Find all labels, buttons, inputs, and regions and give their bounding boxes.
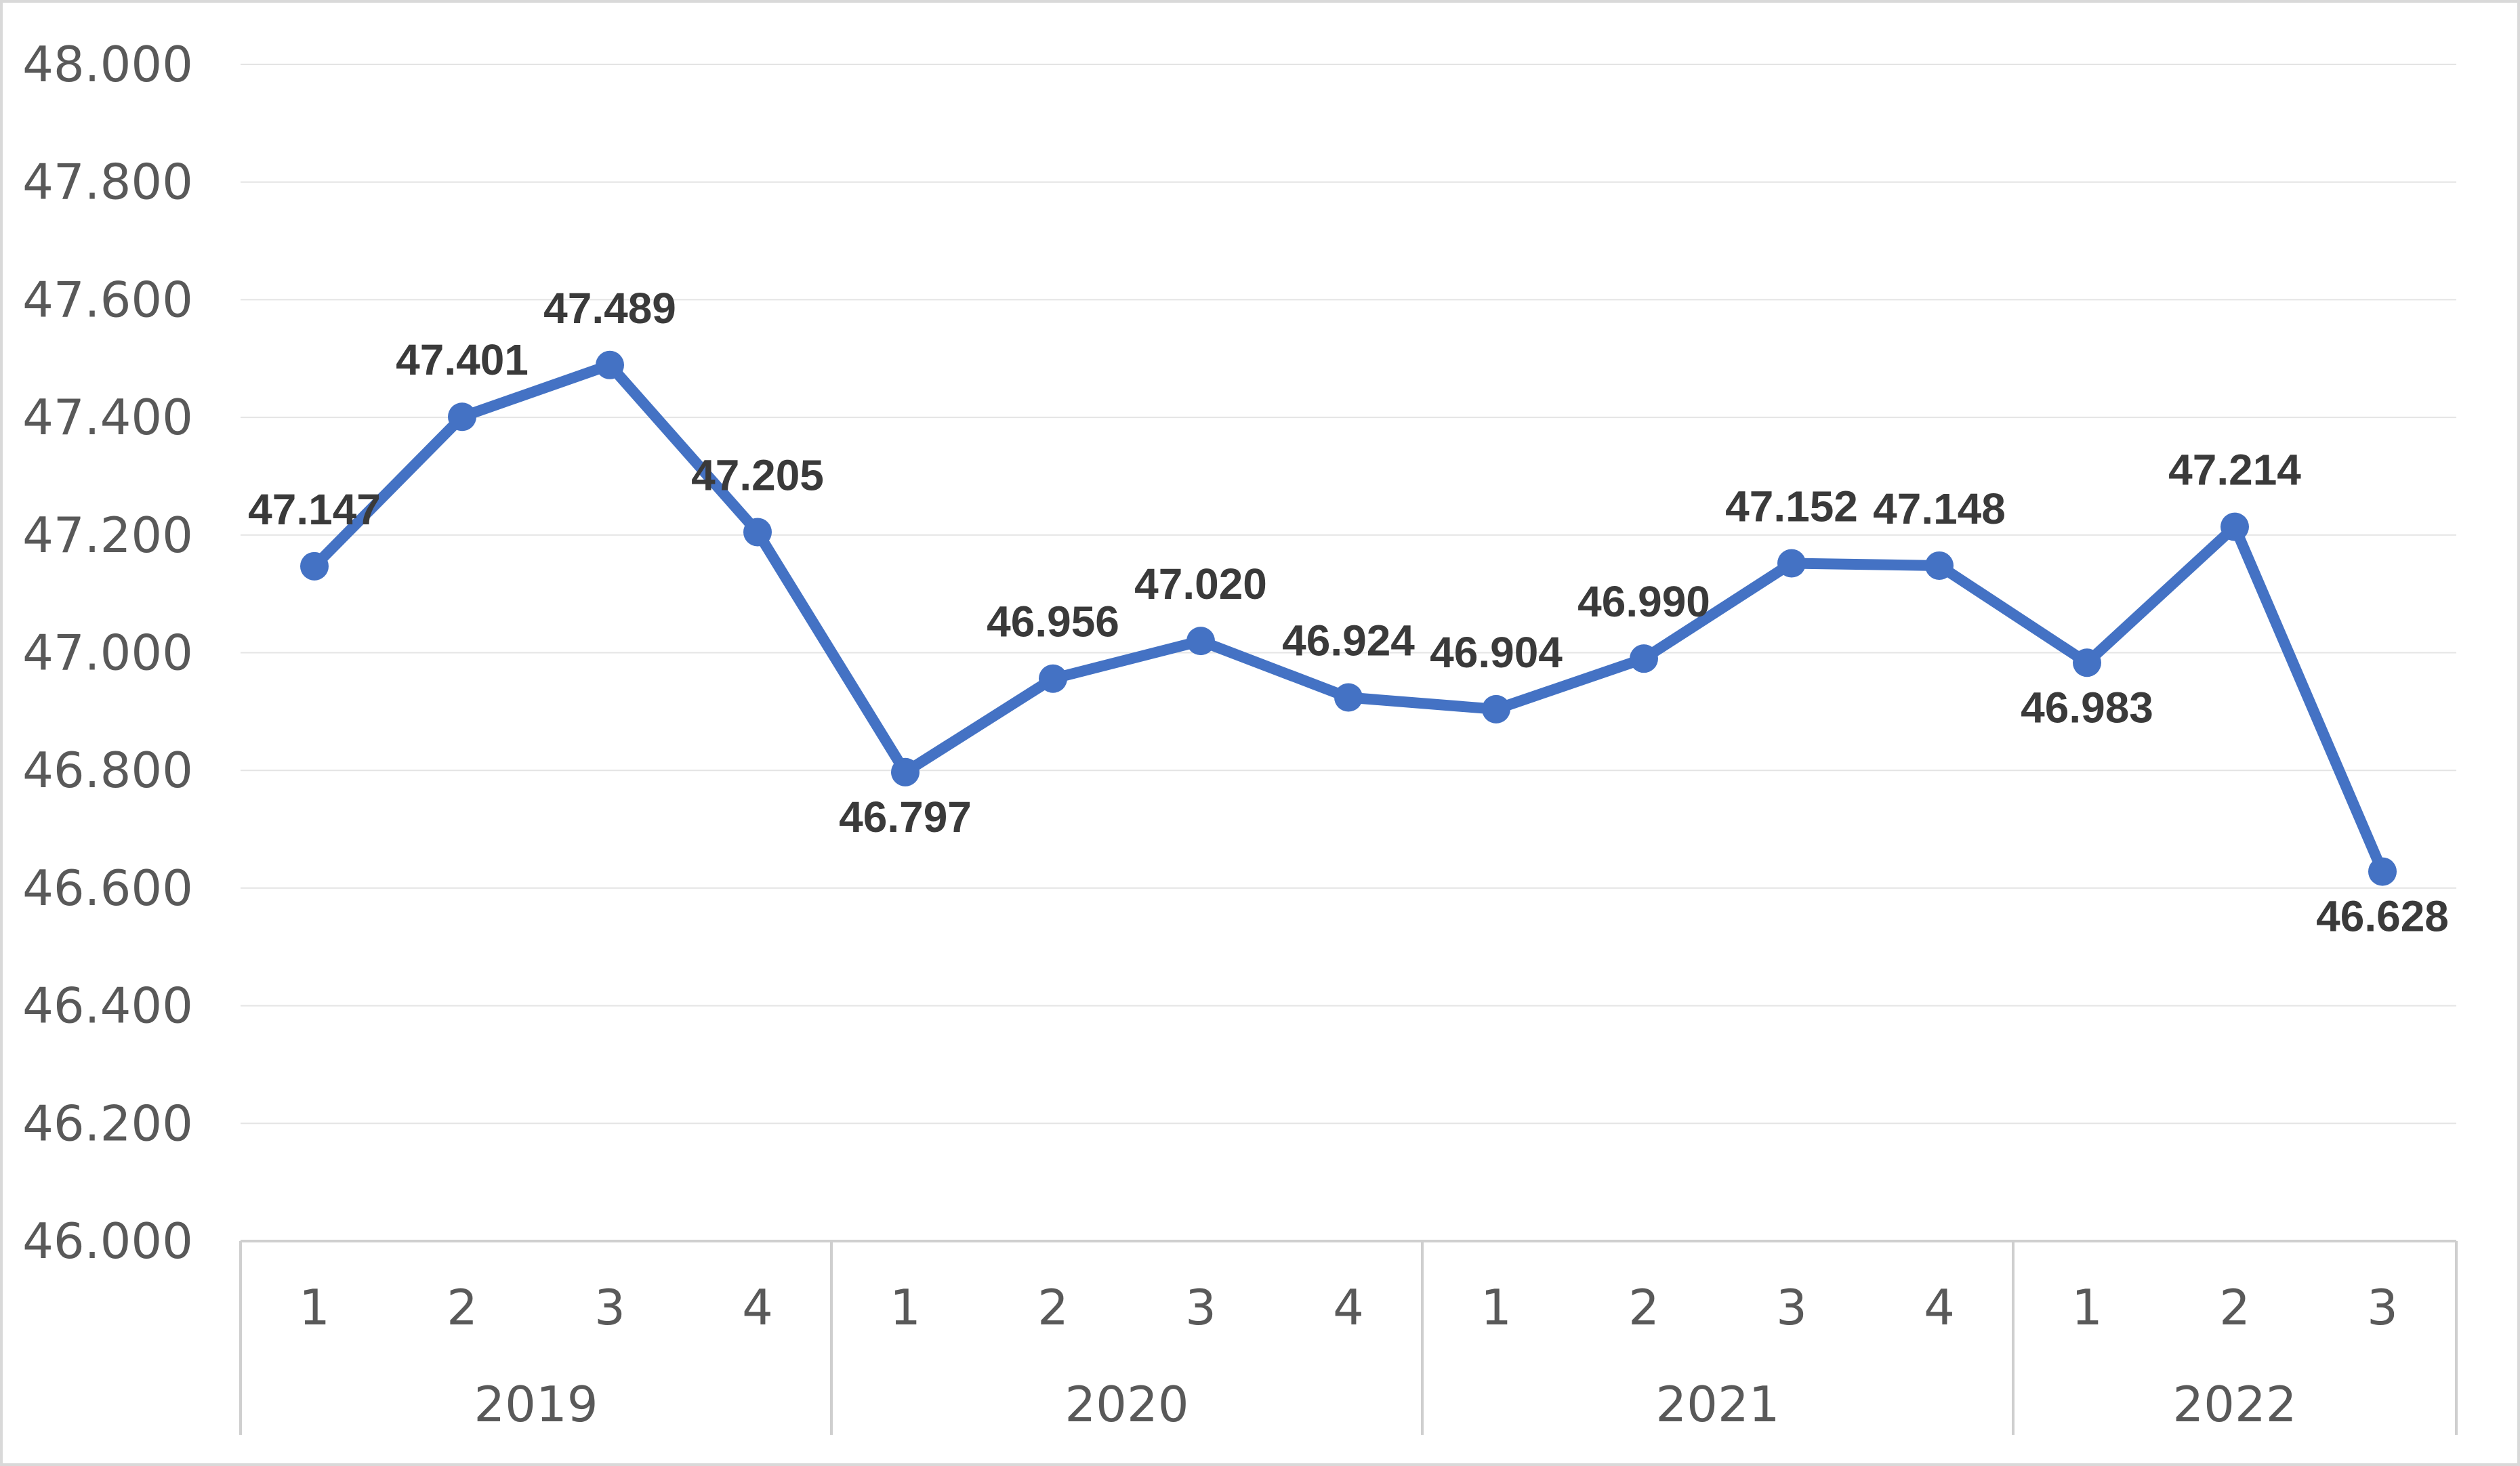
data-label: 47.020	[1134, 560, 1267, 608]
data-label: 46.956	[987, 598, 1119, 646]
data-label: 46.990	[1577, 577, 1710, 626]
data-label: 47.401	[396, 335, 529, 384]
x-tick-label-quarter: 1	[299, 1279, 330, 1336]
x-tick-label-quarter: 1	[2071, 1279, 2103, 1336]
y-tick-label: 46.600	[22, 860, 193, 917]
x-tick-label-quarter: 4	[1333, 1279, 1364, 1336]
data-point	[1039, 664, 1067, 693]
data-point	[1777, 549, 1806, 578]
data-point	[891, 757, 920, 787]
x-axis: 1 2 3 4 2019 1 2 3 4 2020 1 2 3 4 2021 1 2 3 2022	[239, 1240, 2458, 1435]
y-tick-label: 47.600	[22, 271, 193, 328]
y-tick-label: 47.200	[22, 507, 193, 564]
data-point	[2368, 857, 2397, 886]
y-tick-label: 46.800	[22, 742, 193, 799]
x-tick-label-quarter: 4	[1924, 1279, 1955, 1336]
data-label: 47.205	[691, 451, 824, 499]
data-label: 47.148	[1873, 484, 2006, 533]
y-axis-tick-labels: 46.000 46.200 46.400 46.600 46.800 47.000 47.2…	[22, 36, 193, 1270]
x-tick-label-quarter: 3	[1776, 1279, 1807, 1336]
y-tick-label: 46.400	[22, 978, 193, 1034]
data-point	[743, 518, 772, 547]
data-label: 46.924	[1282, 616, 1415, 665]
x-group-label-year: 2019	[474, 1376, 598, 1433]
x-tick-label-quarter: 2	[2219, 1279, 2250, 1336]
data-label: 46.628	[2316, 892, 2449, 941]
x-tick-label-quarter: 1	[1481, 1279, 1512, 1336]
x-tick-label-quarter: 3	[1185, 1279, 1216, 1336]
data-labels: 47.147 47.401 47.489 47.205 46.797 46.956 47.0…	[248, 284, 2449, 941]
data-point	[1186, 627, 1215, 656]
x-tick-label-quarter: 2	[1037, 1279, 1069, 1336]
x-tick-label-quarter: 4	[742, 1279, 773, 1336]
data-point	[448, 402, 476, 432]
y-tick-label: 47.400	[22, 389, 193, 446]
data-point	[596, 350, 624, 379]
gridlines	[241, 64, 2456, 1125]
y-tick-label: 47.000	[22, 625, 193, 682]
x-tick-label-quarter: 2	[1628, 1279, 1659, 1336]
y-tick-label: 48.000	[22, 36, 193, 93]
data-label: 46.983	[2021, 683, 2153, 732]
data-point	[1334, 683, 1363, 712]
data-point	[2221, 512, 2249, 541]
x-group-label-year: 2020	[1065, 1376, 1189, 1433]
x-group-label-year: 2021	[1655, 1376, 1779, 1433]
data-label: 47.152	[1725, 482, 1858, 530]
data-point	[1482, 694, 1510, 724]
y-tick-label: 46.200	[22, 1095, 193, 1152]
data-points	[300, 350, 2397, 886]
x-tick-label-quarter: 2	[447, 1279, 478, 1336]
data-point	[2073, 648, 2101, 677]
data-label: 46.797	[839, 793, 972, 841]
x-tick-label-quarter: 1	[890, 1279, 921, 1336]
data-label: 47.489	[543, 284, 676, 333]
x-group-label-year: 2022	[2172, 1376, 2296, 1433]
data-label: 46.904	[1430, 628, 1563, 677]
data-point	[1925, 551, 1954, 580]
x-tick-label-quarter: 3	[594, 1279, 625, 1336]
data-point	[300, 551, 329, 581]
y-tick-label: 46.000	[22, 1213, 193, 1270]
data-point	[1630, 644, 1658, 673]
x-tick-label-quarter: 3	[2367, 1279, 2398, 1336]
data-label: 47.214	[2168, 446, 2301, 495]
data-label: 47.147	[248, 485, 381, 534]
y-tick-label: 47.800	[22, 154, 193, 211]
